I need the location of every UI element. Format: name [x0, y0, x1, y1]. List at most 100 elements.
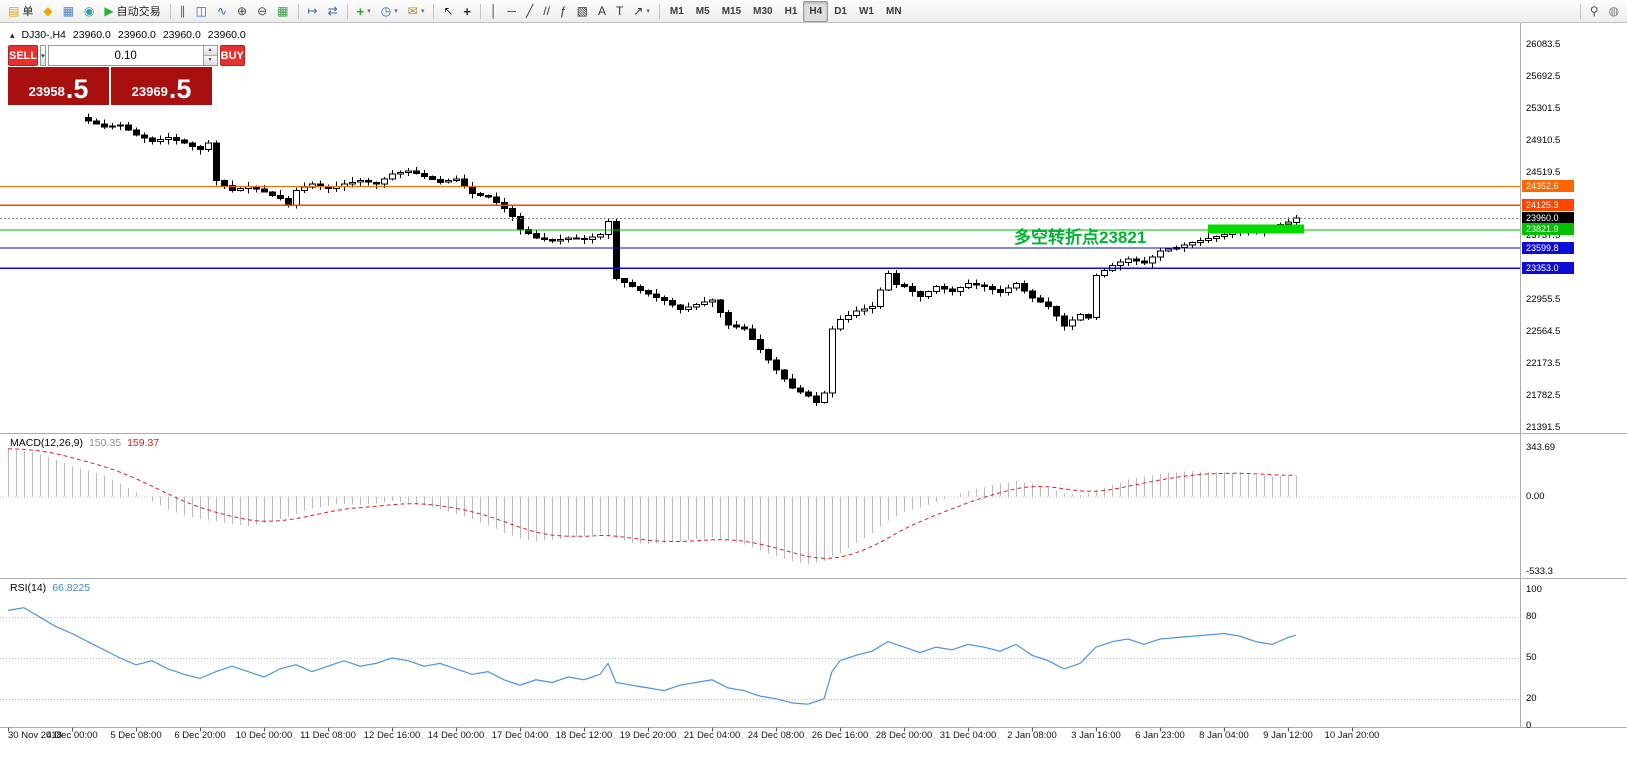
community-icon: ◍ — [1608, 4, 1619, 18]
shapes-button[interactable]: ▧ — [572, 1, 593, 22]
candle-body — [453, 178, 460, 182]
volume-increment-button[interactable]: ▲ — [203, 46, 217, 56]
ask-price-box[interactable]: 23969.5 — [111, 67, 212, 105]
line-chart-button[interactable]: ∿ — [212, 1, 232, 22]
cursor-button[interactable]: ↖ — [438, 1, 458, 22]
new-chart-button[interactable]: ▦ — [58, 1, 79, 22]
tf-m1-button[interactable]: M1 — [664, 1, 690, 22]
rsi-indicator-label: RSI(14) 66.8225 — [10, 582, 90, 594]
vertical-line-icon: │ — [489, 4, 498, 18]
text-button[interactable]: A — [593, 1, 611, 22]
vertical-line-button[interactable]: │ — [485, 1, 503, 22]
strategy-tester-button[interactable]: ▦ — [272, 1, 293, 22]
candle-body — [581, 238, 588, 241]
candle-body — [1005, 287, 1012, 293]
tf-d1-button[interactable]: D1 — [828, 1, 853, 22]
candle-body — [765, 349, 772, 361]
indicators-button[interactable]: + ▾ — [352, 1, 376, 22]
sell-button[interactable]: SELL — [8, 45, 39, 66]
candle-body — [469, 185, 476, 195]
tf-m15-button[interactable]: M15 — [716, 1, 747, 22]
candlestick-chart-button[interactable]: ◫ — [191, 1, 212, 22]
buy-button[interactable]: BUY — [219, 45, 245, 66]
macd-indicator-label: MACD(12,26,9) 150.35 159.37 — [10, 437, 159, 449]
tf-w1-button[interactable]: W1 — [853, 1, 880, 22]
candle-body — [213, 142, 220, 182]
auto-scroll-button[interactable]: ↦ — [303, 1, 323, 22]
candle-body — [1141, 260, 1148, 264]
candle-body — [949, 288, 956, 293]
candle-body — [693, 304, 700, 308]
fibonacci-button[interactable]: ƒ — [555, 1, 572, 22]
community-button[interactable]: ◍ — [1604, 1, 1624, 22]
candle-body — [1045, 301, 1052, 307]
tf-m30-button-label: M30 — [753, 5, 773, 17]
volume-input[interactable] — [48, 46, 203, 65]
open-value: 23960.0 — [72, 29, 111, 41]
tf-h4-button-label: H4 — [809, 5, 823, 17]
tf-h1-button-label: H1 — [784, 5, 798, 17]
candle-body — [269, 191, 276, 196]
candle-body — [653, 293, 660, 298]
candle-body — [341, 183, 348, 187]
candle-body — [637, 286, 644, 291]
ask-price-main: 23969 — [131, 84, 168, 99]
toolbar-separator — [346, 3, 348, 19]
tf-m30-button[interactable]: M30 — [747, 1, 778, 22]
candle-body — [541, 237, 548, 240]
new-order-button[interactable]: ▤ 单 — [3, 1, 38, 22]
candle-body — [725, 311, 732, 326]
chart-shift-button[interactable]: ⇄ — [323, 1, 343, 22]
candle-body — [829, 328, 836, 394]
main-toolbar: ▤ 单 ◆ ▦ ◉ ▶ 自动交易 ∥ ◫ ∿ ⊕ ⊖ ▦ ↦ ⇄ + ▾ ◷ ▾ ✉ ▾ ↖ + │ ─ ╱//ƒ ▧ A T ↗ ▾ M1 M… — [0, 0, 1627, 23]
candle-body — [141, 134, 148, 139]
metaquotes-button[interactable]: ◆ — [38, 1, 57, 22]
tf-w1-button-label: W1 — [858, 5, 874, 17]
bar-chart-icon: ∥ — [179, 4, 186, 18]
candle-body — [149, 137, 156, 142]
tf-h1-button[interactable]: H1 — [779, 1, 804, 22]
tf-h4-button[interactable]: H4 — [803, 0, 829, 22]
channel-button[interactable]: // — [538, 1, 555, 22]
candle-body — [1069, 319, 1076, 327]
chart-shift-icon: ⇄ — [327, 4, 338, 18]
periods-button[interactable]: ◷ ▾ — [376, 1, 403, 22]
candle-body — [93, 120, 100, 125]
candle-body — [1197, 240, 1204, 244]
tf-m5-button[interactable]: M5 — [690, 1, 716, 22]
volume-decrement-button[interactable]: ▼ — [203, 56, 217, 65]
arrows-button[interactable]: ↗ ▾ — [628, 1, 655, 22]
macd-main-value: 150.35 — [88, 437, 122, 449]
order-type-dropdown[interactable]: ▾ — [40, 45, 46, 66]
crosshair-button[interactable]: + — [458, 1, 476, 22]
autotrading-button[interactable]: ▶ 自动交易 — [99, 1, 165, 22]
rsi-value: 66.8225 — [52, 582, 91, 594]
tf-mn-button[interactable]: MN — [880, 1, 908, 22]
profiles-button[interactable]: ◉ — [79, 1, 99, 22]
collapse-panel-icon[interactable]: ▴ — [10, 29, 15, 40]
candle-body — [677, 304, 684, 311]
trendline-button[interactable]: ╱ — [521, 1, 538, 22]
candle-body — [237, 187, 244, 191]
candle-body — [477, 193, 484, 196]
text-label-button[interactable]: T — [611, 1, 628, 22]
candle-body — [645, 289, 652, 295]
bid-price-box[interactable]: 23958.5 — [8, 67, 109, 105]
zoom-in-button[interactable]: ⊕ — [232, 1, 252, 22]
candle-body — [221, 180, 228, 187]
chart-window-icon: ▦ — [62, 4, 74, 18]
macd-signal-value: 159.37 — [127, 437, 160, 449]
candle-body — [565, 237, 572, 240]
search-button[interactable]: ⚲ — [1585, 1, 1604, 22]
candle-body — [1101, 269, 1108, 276]
templates-button[interactable]: ✉ ▾ — [403, 1, 430, 22]
candle-body — [1285, 221, 1292, 225]
candle-body — [205, 142, 212, 151]
zoom-out-button[interactable]: ⊖ — [252, 1, 272, 22]
horizontal-line-button[interactable]: ─ — [502, 1, 521, 22]
line-chart-icon: ∿ — [216, 4, 228, 18]
candle-body — [165, 136, 172, 140]
bar-chart-button[interactable]: ∥ — [175, 1, 191, 22]
